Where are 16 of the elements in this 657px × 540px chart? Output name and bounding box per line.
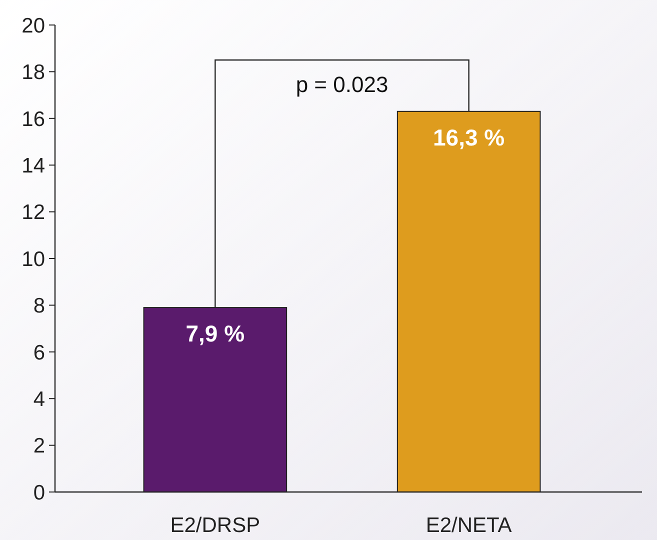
x-tick-label: E2/NETA xyxy=(426,514,512,537)
y-tick-label: 0 xyxy=(33,481,45,504)
data-label: 16,3 % xyxy=(433,124,505,150)
y-tick-label: 14 xyxy=(22,154,46,178)
y-tick-label: 4 xyxy=(33,388,46,411)
x-tick-label: E2/DRSP xyxy=(170,514,260,537)
y-tick-label: 18 xyxy=(22,61,45,84)
y-tick-label: 8 xyxy=(33,294,45,318)
y-tick-label: 2 xyxy=(33,434,45,458)
annotation: p = 0.023 xyxy=(296,72,388,98)
y-tick-label: 12 xyxy=(22,201,45,224)
y-tick-label: 10 xyxy=(22,248,45,271)
y-tick-label: 20 xyxy=(22,14,45,38)
y-tick-label: 6 xyxy=(33,341,45,364)
y-tick-label: 16 xyxy=(22,108,45,131)
data-label: 7,9 % xyxy=(186,320,245,347)
